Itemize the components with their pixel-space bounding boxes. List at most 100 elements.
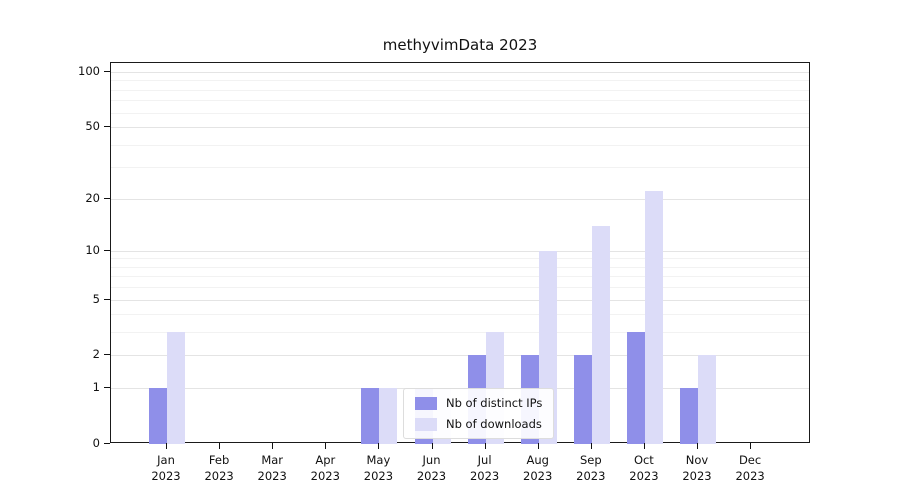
legend-swatch-distinct-ips (415, 396, 437, 410)
bar-downloads (591, 225, 610, 444)
y-tick-label: 10 (85, 242, 100, 257)
gridline-minor (111, 100, 809, 102)
gridline-major (111, 355, 809, 357)
x-tick-label-year: 2023 (735, 468, 765, 483)
x-tick-label: Mar 2023 (242, 453, 302, 484)
y-tick-mark (104, 249, 110, 251)
x-tick-label-month: Mar (261, 453, 284, 467)
y-tick-label: 5 (92, 291, 100, 306)
x-tick-label-year: 2023 (151, 468, 181, 483)
y-tick-mark (104, 443, 110, 444)
x-tick-label-month: May (366, 453, 391, 467)
x-tick-label: May 2023 (348, 453, 408, 484)
x-tick-mark (325, 443, 327, 449)
chart-title: methyvimData 2023 (382, 36, 538, 54)
x-tick-label-year: 2023 (523, 468, 553, 483)
x-tick-label: Jan 2023 (136, 453, 196, 484)
x-tick-mark (643, 443, 645, 449)
x-tick-mark (378, 443, 380, 449)
x-tick-label: Jul 2023 (455, 453, 515, 484)
bar-distinct-ips (573, 355, 592, 444)
x-tick-label: Dec 2023 (720, 453, 780, 484)
legend-label-downloads: Nb of downloads (446, 417, 542, 431)
x-tick-label-year: 2023 (310, 468, 340, 483)
x-tick-label-year: 2023 (682, 468, 712, 483)
x-tick-label-year: 2023 (469, 468, 500, 483)
x-tick-label-month: Dec (738, 453, 762, 467)
y-tick-mark (104, 298, 110, 300)
x-tick-mark (590, 443, 592, 449)
x-tick-label: Oct 2023 (614, 453, 674, 484)
plot-area: Nb of distinct IPs Nb of downloads (110, 62, 810, 444)
x-tick-label-month: Jul (477, 453, 492, 467)
gridline-minor (111, 144, 809, 146)
gridline-major (111, 127, 809, 129)
x-tick-label: Nov 2023 (667, 453, 727, 484)
y-tick-label: 2 (92, 347, 100, 362)
y-tick-label: 50 (85, 119, 100, 134)
x-tick-label-month: Oct (633, 453, 654, 467)
gridline-minor (111, 266, 809, 268)
bar-downloads (379, 388, 398, 444)
gridline-minor (111, 332, 809, 334)
x-tick-label: Aug 2023 (508, 453, 568, 484)
x-tick-mark (537, 443, 539, 449)
y-tick-label: 20 (85, 190, 100, 205)
y-tick-label: 1 (92, 380, 100, 395)
x-tick-mark (750, 443, 752, 449)
x-tick-label: Jun 2023 (402, 453, 462, 484)
x-tick-label-month: Jun (422, 453, 441, 467)
y-tick-mark (104, 197, 110, 199)
bar-downloads (167, 332, 185, 444)
y-tick-mark (104, 126, 110, 128)
x-tick-label-year: 2023 (257, 468, 287, 483)
x-tick-label-year: 2023 (363, 468, 394, 483)
bar-downloads (698, 355, 716, 444)
gridline-minor (111, 80, 809, 82)
bar-distinct-ips (680, 388, 698, 444)
x-tick-mark (484, 443, 486, 449)
y-tick-mark (104, 387, 110, 389)
x-tick-label: Feb 2023 (189, 453, 249, 484)
x-tick-label-month: Apr (315, 453, 336, 467)
gridline-minor (111, 258, 809, 260)
gridline-minor (111, 89, 809, 91)
x-tick-mark (166, 443, 167, 449)
y-tick-mark (104, 71, 110, 72)
chart-legend: Nb of distinct IPs Nb of downloads (403, 388, 555, 439)
x-tick-mark (272, 443, 274, 449)
legend-item-downloads: Nb of downloads (415, 417, 542, 431)
gridline-major (111, 72, 809, 73)
x-tick-label-month: Sep (579, 453, 602, 467)
x-tick-label-month: Jan (157, 453, 175, 467)
gridline-major (111, 250, 809, 252)
y-tick-label: 100 (78, 64, 100, 78)
legend-label-distinct-ips: Nb of distinct IPs (446, 396, 543, 410)
x-tick-label-month: Nov (685, 453, 709, 467)
legend-swatch-downloads (415, 417, 437, 431)
x-tick-mark (697, 443, 698, 449)
x-tick-label-year: 2023 (576, 468, 606, 483)
x-tick-label-year: 2023 (629, 468, 659, 483)
gridline-minor (111, 276, 809, 278)
x-tick-label: Apr 2023 (295, 453, 355, 484)
x-tick-label-year: 2023 (416, 468, 447, 483)
gridline-minor (111, 287, 809, 289)
x-tick-label-month: Feb (208, 453, 230, 467)
bar-distinct-ips (361, 388, 380, 444)
bar-distinct-ips (626, 332, 645, 444)
gridline-minor (111, 112, 809, 114)
bar-distinct-ips (149, 388, 167, 444)
gridline-major (111, 198, 809, 200)
bar-downloads (644, 191, 663, 444)
x-tick-mark (431, 443, 433, 449)
x-tick-mark (219, 443, 221, 449)
y-tick-mark (104, 354, 110, 356)
legend-item-distinct-ips: Nb of distinct IPs (415, 396, 542, 410)
gridline-minor (111, 167, 809, 169)
x-tick-label-month: Aug (526, 453, 549, 467)
x-tick-label-year: 2023 (204, 468, 234, 483)
x-tick-label: Sep 2023 (561, 453, 621, 484)
gridline-major (111, 299, 809, 301)
